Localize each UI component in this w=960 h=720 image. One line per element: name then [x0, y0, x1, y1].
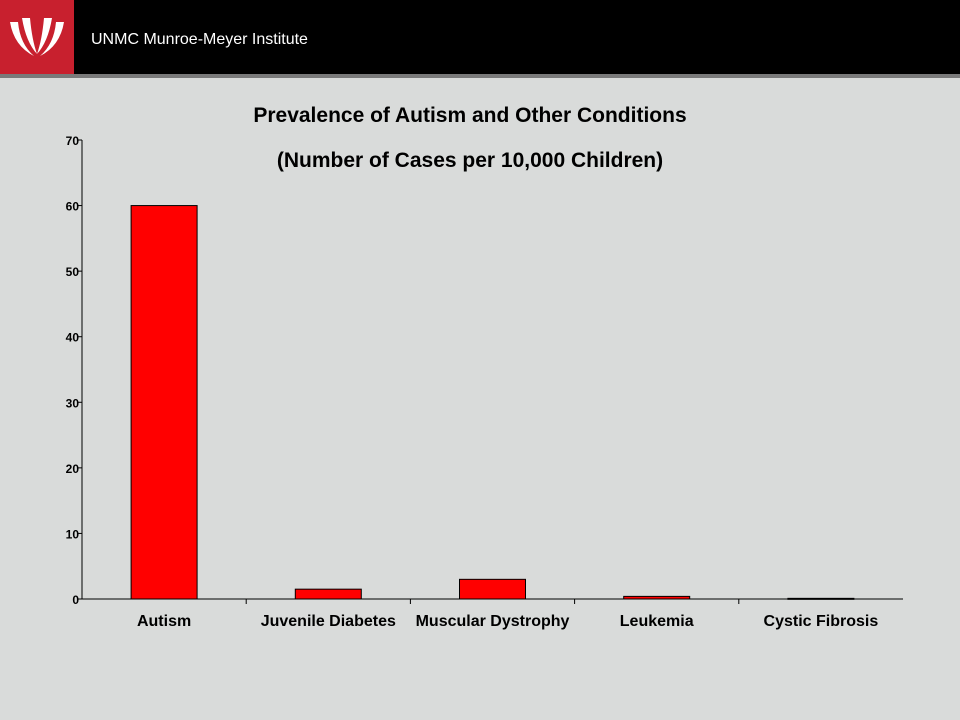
unmc-swoosh-logo-icon — [0, 0, 74, 74]
x-category-label: Leukemia — [620, 613, 694, 630]
y-tick-label: 10 — [66, 527, 80, 541]
header-divider — [0, 74, 960, 78]
y-tick-label: 0 — [72, 593, 79, 607]
x-category-label: Autism — [137, 613, 191, 630]
x-category-label: Muscular Dystrophy — [416, 613, 570, 630]
y-tick-label: 70 — [66, 134, 80, 148]
y-tick-label: 50 — [66, 265, 80, 279]
header-bar: UNMC Munroe-Meyer Institute — [0, 0, 960, 74]
y-tick-label: 20 — [66, 462, 80, 476]
y-tick-label: 60 — [66, 200, 80, 214]
x-category-label: Cystic Fibrosis — [764, 613, 879, 630]
chart-title: Prevalence of Autism and Other Condition… — [253, 104, 686, 127]
bar-cystic-fibrosis — [787, 597, 855, 600]
bar-leukemia — [623, 595, 691, 600]
bar-muscular-dystrophy — [459, 578, 526, 600]
x-category-label: Juvenile Diabetes — [261, 613, 396, 630]
header-title: UNMC Munroe-Meyer Institute — [91, 31, 308, 48]
y-tick-label: 30 — [66, 396, 80, 410]
y-tick-label: 40 — [66, 331, 80, 345]
bar-autism — [130, 205, 198, 600]
chart-subtitle: (Number of Cases per 10,000 Children) — [277, 149, 663, 172]
bar-juvenile-diabetes — [294, 588, 362, 600]
